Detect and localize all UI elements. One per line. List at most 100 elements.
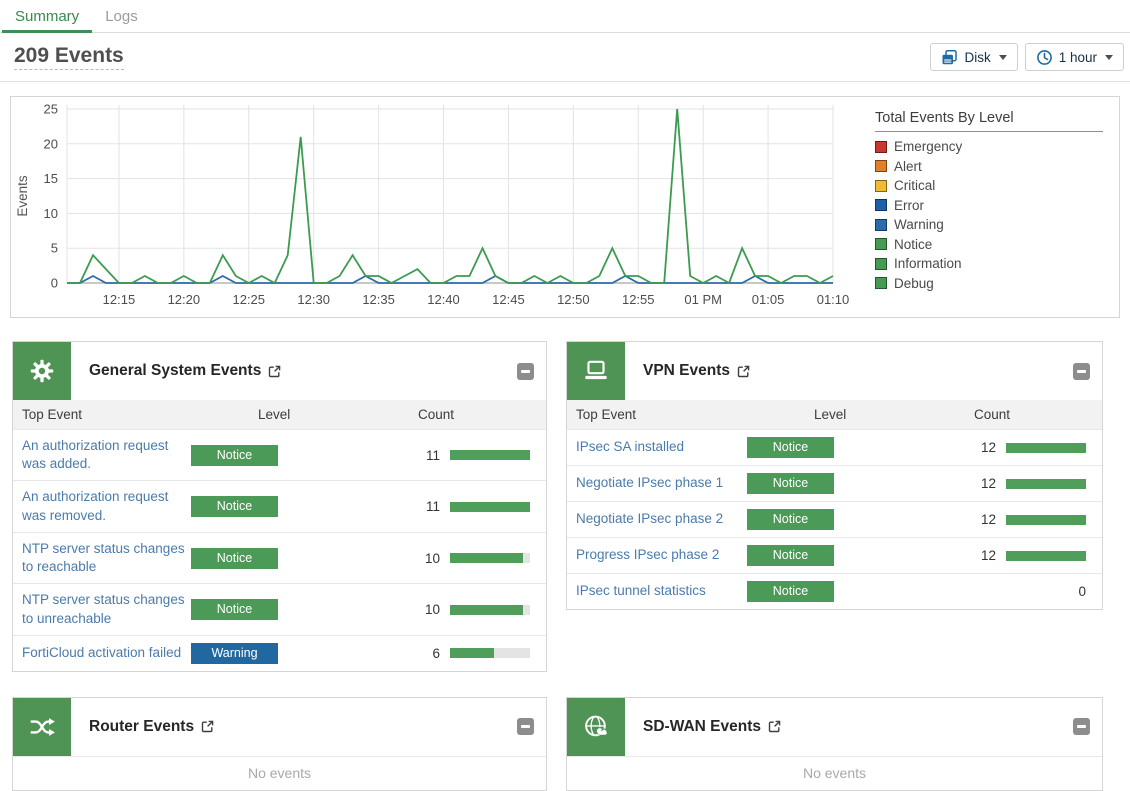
column-count: Count — [974, 407, 1011, 422]
event-count: 12 — [980, 548, 996, 563]
svg-text:12:35: 12:35 — [362, 292, 395, 307]
card-header: General System Events — [13, 342, 546, 400]
legend-item-warning[interactable]: Warning — [875, 217, 1103, 232]
event-count: 6 — [432, 645, 440, 661]
event-link[interactable]: Negotiate IPsec phase 1 — [576, 475, 724, 491]
table-header: Top Event Level Count — [567, 400, 1102, 429]
page-header: 209 Events Disk 1 hour — [0, 33, 1130, 82]
count-cell: 11 — [351, 448, 546, 463]
no-events-message: No events — [567, 755, 1102, 790]
table-row: Progress IPsec phase 2 Notice 12 — [567, 537, 1102, 573]
event-link[interactable]: IPsec SA installed — [576, 439, 685, 455]
legend-item-alert[interactable]: Alert — [875, 159, 1103, 174]
count-bar — [1006, 550, 1086, 561]
event-link[interactable]: IPsec tunnel statistics — [576, 583, 706, 599]
svg-text:12:30: 12:30 — [297, 292, 330, 307]
laptop-icon — [567, 342, 625, 400]
event-count: 11 — [425, 499, 440, 515]
collapse-widget-button[interactable] — [517, 362, 534, 380]
level-cell: Notice — [747, 545, 907, 566]
legend-swatch — [875, 199, 887, 211]
collapse-widget-button[interactable] — [1073, 362, 1090, 380]
count-cell: 12 — [907, 440, 1102, 455]
legend-item-information[interactable]: Information — [875, 256, 1103, 271]
event-count: 10 — [424, 550, 440, 566]
page-title: 209 Events — [14, 44, 124, 70]
table-row: NTP server status changes to unreachable… — [13, 583, 546, 634]
legend-label: Debug — [894, 275, 934, 291]
count-bar — [450, 450, 530, 461]
svg-text:Events: Events — [15, 175, 30, 217]
level-badge: Notice — [747, 473, 834, 494]
legend-swatch — [875, 218, 887, 231]
count-bar — [1006, 442, 1086, 453]
collapse-widget-button[interactable] — [517, 718, 534, 736]
disk-dropdown-button[interactable]: Disk — [930, 43, 1018, 71]
chevron-down-icon — [1105, 54, 1113, 60]
tab-logs[interactable]: Logs — [92, 0, 151, 32]
time-range-dropdown-button[interactable]: 1 hour — [1024, 43, 1124, 71]
external-link-icon[interactable] — [268, 365, 281, 378]
column-level: Level — [814, 407, 847, 422]
legend-item-error[interactable]: Error — [875, 198, 1103, 213]
event-link[interactable]: An authorization request was added. — [22, 438, 169, 472]
chevron-down-icon — [998, 54, 1007, 60]
series-line-warning — [67, 274, 833, 284]
event-link[interactable]: NTP server status changes to unreachable — [22, 592, 185, 626]
legend-item-critical[interactable]: Critical — [875, 178, 1103, 193]
tab-summary[interactable]: Summary — [2, 0, 93, 33]
level-cell: Notice — [191, 444, 351, 466]
legend-item-emergency[interactable]: Emergency — [875, 139, 1103, 154]
external-link-icon[interactable] — [737, 365, 750, 378]
event-link[interactable]: Progress IPsec phase 2 — [576, 547, 720, 563]
table-row: NTP server status changes to reachable No… — [13, 531, 546, 583]
card-general-system-events: General System Events Top Event Level Co… — [12, 341, 547, 672]
collapse-widget-button[interactable] — [1073, 718, 1090, 736]
legend-label: Error — [894, 197, 924, 213]
card-title-text: SD-WAN Events — [643, 717, 761, 735]
disk-stack-icon — [942, 49, 958, 64]
level-badge: Notice — [191, 547, 278, 569]
column-level: Level — [258, 407, 291, 422]
count-cell: 0 — [907, 584, 1102, 599]
event-link[interactable]: An authorization request was removed. — [22, 489, 169, 523]
card-header: VPN Events — [567, 342, 1102, 400]
event-link[interactable]: Negotiate IPsec phase 2 — [576, 511, 724, 527]
card-title: Router Events — [89, 718, 214, 736]
time-range-label: 1 hour — [1058, 49, 1097, 65]
external-link-icon[interactable] — [201, 720, 214, 733]
level-badge: Notice — [747, 509, 834, 530]
count-bar — [450, 648, 530, 659]
clock-icon — [1036, 49, 1052, 65]
svg-text:12:40: 12:40 — [427, 292, 460, 307]
svg-text:10: 10 — [44, 206, 58, 221]
legend-label: Critical — [894, 178, 936, 193]
legend-title: Total Events By Level — [875, 110, 1103, 132]
legend-swatch — [875, 160, 887, 172]
svg-text:12:25: 12:25 — [232, 292, 265, 307]
card-title-text: Router Events — [89, 717, 195, 735]
legend-swatch — [875, 238, 887, 250]
event-link[interactable]: FortiCloud activation failed — [22, 645, 182, 661]
external-link-icon[interactable] — [768, 720, 781, 733]
event-count: 10 — [424, 602, 440, 618]
level-badge: Notice — [747, 581, 834, 602]
level-badge: Notice — [191, 444, 278, 466]
level-badge: Notice — [191, 599, 278, 621]
legend-item-notice[interactable]: Notice — [875, 237, 1103, 252]
table-row: IPsec tunnel statistics Notice 0 — [567, 573, 1102, 609]
svg-text:25: 25 — [44, 102, 58, 117]
count-bar — [1006, 514, 1086, 525]
legend-item-debug[interactable]: Debug — [875, 276, 1103, 291]
legend-swatch — [875, 277, 887, 289]
level-cell: Warning — [191, 642, 351, 664]
legend-swatch — [875, 140, 887, 153]
svg-text:12:55: 12:55 — [622, 292, 655, 307]
card-header: Router Events — [13, 697, 546, 756]
count-cell: 12 — [907, 476, 1102, 491]
event-link[interactable]: NTP server status changes to reachable — [22, 540, 185, 575]
svg-text:20: 20 — [44, 136, 58, 151]
legend-label: Notice — [894, 236, 933, 252]
card-title: VPN Events — [643, 362, 750, 380]
level-badge: Notice — [747, 437, 834, 458]
